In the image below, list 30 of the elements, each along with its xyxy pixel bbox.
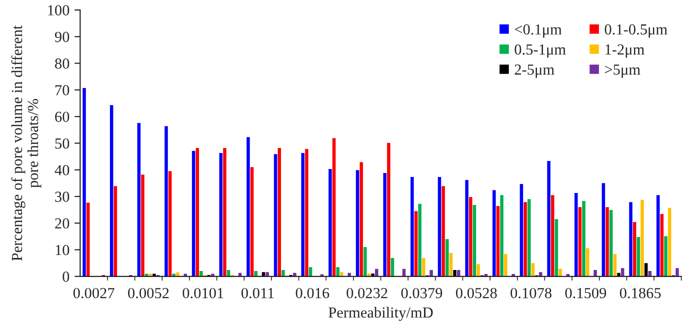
y-tick-label: 10	[56, 244, 70, 256]
legend-label: 0.1-0.5μm	[604, 24, 668, 38]
x-tick-label: 0.1509	[565, 288, 606, 298]
legend-label: 1-2μm	[606, 44, 644, 58]
x-tick-label: 0.1078	[510, 288, 552, 298]
x-tick-label: 0.0232	[346, 288, 388, 298]
y-tick-label: 40	[54, 164, 70, 176]
y-tick-label: 80	[55, 58, 70, 69]
legend-label: <0.1μm	[514, 24, 562, 38]
y-tick-label: 60	[55, 112, 70, 122]
x-tick-label: 0.011	[241, 288, 274, 298]
y-tick-label: 50	[55, 138, 70, 149]
x-tick-label: 0.0101	[182, 288, 224, 298]
x-tick-label: 0.016	[296, 288, 330, 298]
y-axis-title: Percentage of pore volume in different pore throats/%	[11, 25, 42, 261]
x-tick-label: 0.0027	[73, 288, 114, 298]
y-tick-label: 90	[54, 32, 70, 42]
x-axis-title: Permeability/mD	[328, 306, 433, 321]
legend-label: 0.5-1μm	[514, 44, 566, 58]
y-tick-label: 30	[55, 192, 70, 202]
legend-label: 2-5μm	[514, 64, 554, 78]
x-tick-label: 0.0528	[456, 288, 497, 298]
y-tick-label: 100	[48, 5, 70, 16]
legend-label: >5μm	[604, 64, 640, 78]
x-tick-label: 0.0052	[128, 288, 169, 298]
y-tick-label: 20	[55, 218, 70, 229]
x-tick-label: 0.0379	[401, 288, 442, 298]
y-tick-label: 0	[62, 272, 70, 282]
y-tick-label: 70	[55, 85, 70, 96]
x-tick-label: 0.1865	[620, 288, 661, 298]
